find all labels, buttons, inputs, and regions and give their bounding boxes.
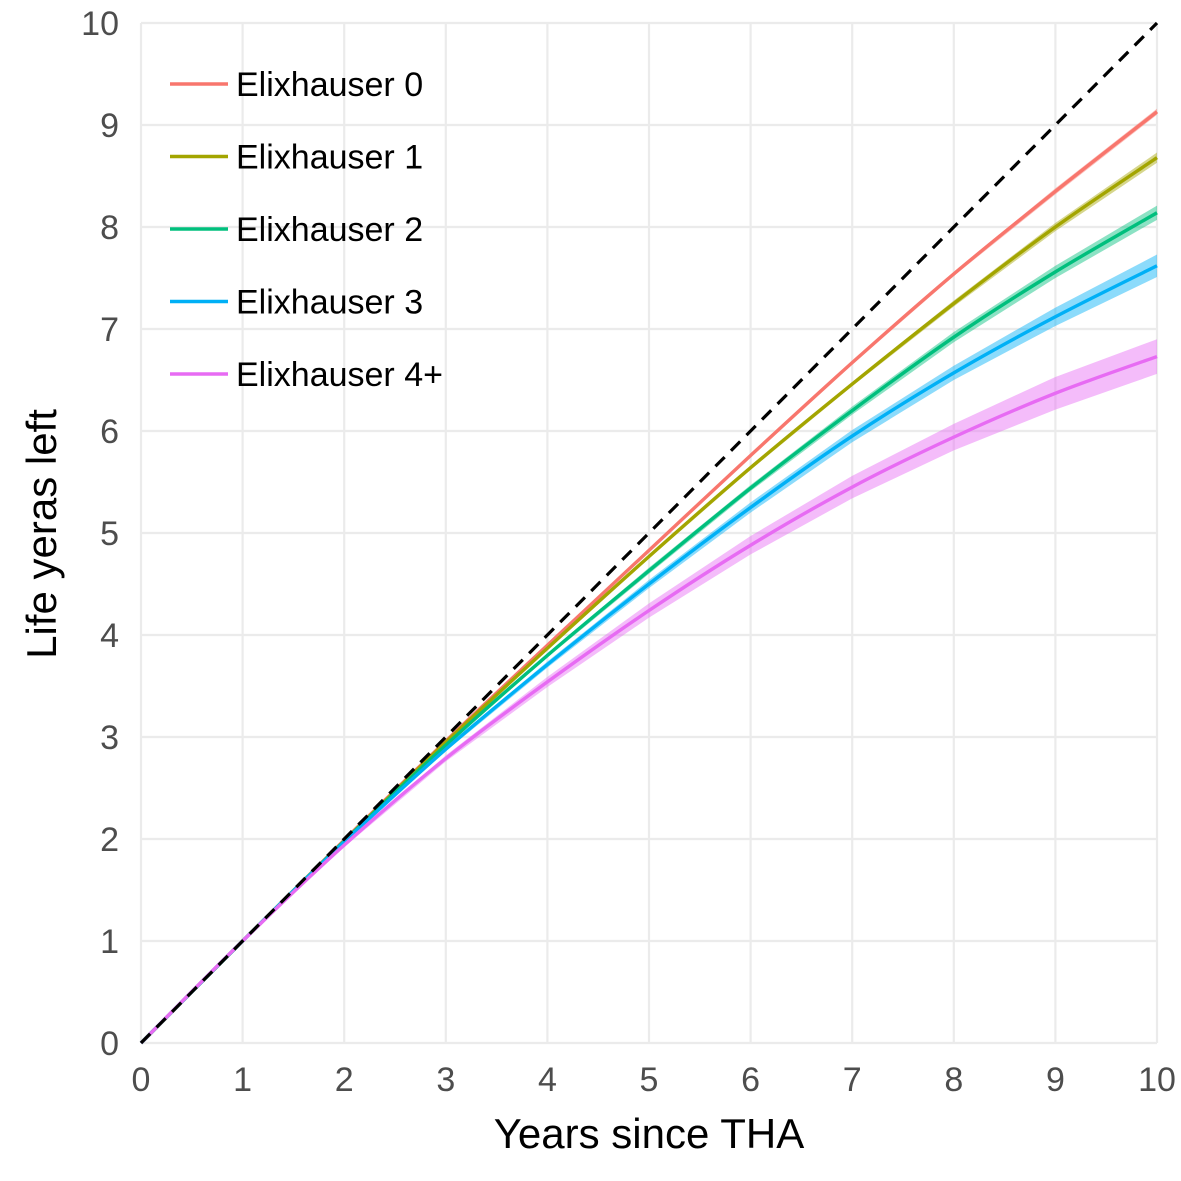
y-tick-label: 5 [100,515,119,553]
x-axis-ticks: 0 1 2 3 4 5 6 7 8 9 10 [132,1061,1176,1099]
legend-item: Elixhauser 4+ [170,356,443,394]
y-tick-label: 0 [100,1025,119,1063]
x-tick-label: 5 [640,1061,659,1099]
legend: Elixhauser 0 Elixhauser 1 Elixhauser 2 Elix… [170,66,443,394]
y-tick-label: 4 [100,617,119,655]
legend-item: Elixhauser 3 [170,284,423,322]
y-tick-label: 7 [100,311,119,349]
grid [139,21,1159,1045]
y-axis-ticks: 0 1 2 3 4 5 6 7 8 9 10 [81,5,119,1063]
x-tick-label: 3 [436,1061,455,1099]
x-tick-label: 0 [132,1061,151,1099]
x-tick-label: 9 [1046,1061,1065,1099]
y-tick-label: 2 [100,821,119,859]
legend-label: Elixhauser 1 [236,139,423,177]
x-tick-label: 10 [1138,1061,1176,1099]
reference-line [139,21,1159,1045]
x-tick-label: 2 [335,1061,354,1099]
x-tick-label: 6 [741,1061,760,1099]
y-tick-label: 3 [100,719,119,757]
legend-item: Elixhauser 2 [170,211,423,249]
x-axis-title: Years since THA [494,1110,805,1157]
legend-label: Elixhauser 3 [236,284,423,322]
y-tick-label: 6 [100,413,119,451]
y-tick-label: 1 [100,923,119,961]
legend-label: Elixhauser 2 [236,211,423,249]
legend-item: Elixhauser 1 [170,139,423,177]
x-tick-label: 1 [233,1061,252,1099]
series-line [139,354,1158,1045]
y-tick-label: 10 [81,5,119,43]
legend-label: Elixhauser 4+ [236,356,443,394]
x-tick-label: 4 [538,1061,557,1099]
legend-label: Elixhauser 0 [236,66,423,104]
legend-item: Elixhauser 0 [170,66,423,104]
y-axis-title: Life yeras left [18,409,65,659]
x-tick-label: 8 [944,1061,963,1099]
y-tick-label: 9 [100,107,119,145]
reference-line-group [139,21,1159,1045]
x-tick-label: 7 [843,1061,862,1099]
y-tick-label: 8 [100,209,119,247]
